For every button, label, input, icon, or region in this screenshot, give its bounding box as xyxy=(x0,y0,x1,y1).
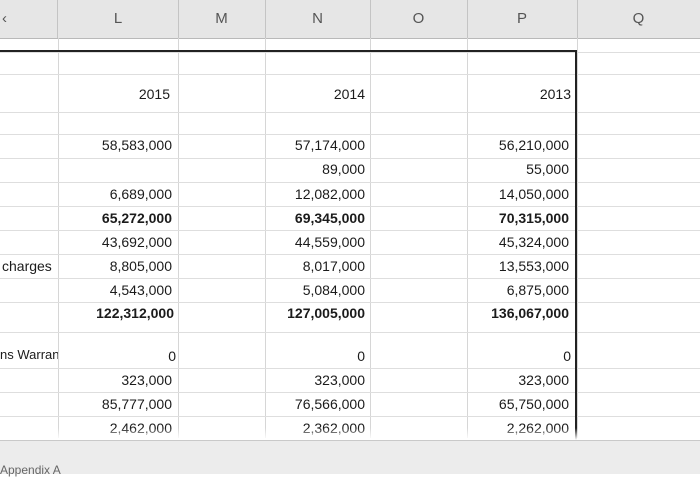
cell-2013-r3[interactable]: 14,050,000 xyxy=(498,186,569,202)
grid-line xyxy=(0,206,700,207)
grid-line xyxy=(0,182,700,183)
cell-2015-r9[interactable]: 0 xyxy=(168,348,176,364)
grid-line xyxy=(0,416,700,417)
cell-2014-r10[interactable]: 323,000 xyxy=(314,372,365,388)
grid-line xyxy=(0,74,700,75)
grid-line xyxy=(265,38,266,438)
spreadsheet-grid[interactable]: 2015 2014 2013 charges ns Warrants 58,58… xyxy=(0,38,700,440)
grid-line xyxy=(0,134,700,135)
year-header-2015[interactable]: 2015 xyxy=(138,86,170,102)
cell-2013-r8[interactable]: 136,067,000 xyxy=(491,305,569,321)
cell-2014-r11[interactable]: 76,566,000 xyxy=(294,396,365,412)
row-label-charges[interactable]: charges xyxy=(2,258,52,274)
grid-line xyxy=(0,254,700,255)
cell-border-right xyxy=(575,50,577,440)
cell-2013-r7[interactable]: 6,875,000 xyxy=(506,282,569,298)
grid-line xyxy=(58,38,59,438)
cell-2015-r5[interactable]: 43,692,000 xyxy=(101,234,172,250)
grid-line xyxy=(0,278,700,279)
grid-line xyxy=(0,112,700,113)
cell-2014-r6[interactable]: 8,017,000 xyxy=(302,258,365,274)
cell-2013-r9[interactable]: 0 xyxy=(563,348,571,364)
cell-2015-r6[interactable]: 8,805,000 xyxy=(109,258,172,274)
grid-line xyxy=(0,302,700,303)
column-header-q[interactable]: Q xyxy=(632,10,645,27)
sheet-tab-bar: Appendix A xyxy=(0,440,700,477)
cell-2013-r6[interactable]: 13,553,000 xyxy=(498,258,569,274)
cell-2014-r4[interactable]: 69,345,000 xyxy=(294,210,365,226)
grid-line xyxy=(0,52,700,53)
grid-line xyxy=(370,38,371,438)
column-header-l[interactable]: L xyxy=(58,0,179,38)
cell-2014-r1[interactable]: 57,174,000 xyxy=(294,137,365,153)
cell-2015-r10[interactable]: 323,000 xyxy=(121,372,172,388)
row-clip-fade xyxy=(0,428,700,440)
grid-line xyxy=(0,392,700,393)
year-header-2014[interactable]: 2014 xyxy=(333,86,365,102)
column-header-p[interactable]: P xyxy=(467,0,578,38)
cell-2014-r9[interactable]: 0 xyxy=(357,348,365,364)
year-header-2013[interactable]: 2013 xyxy=(539,86,571,102)
cell-2013-r11[interactable]: 65,750,000 xyxy=(498,396,569,412)
cell-2015-r3[interactable]: 6,689,000 xyxy=(109,186,172,202)
grid-line xyxy=(178,38,179,438)
cell-2014-r3[interactable]: 12,082,000 xyxy=(294,186,365,202)
cell-2015-r7[interactable]: 4,543,000 xyxy=(109,282,172,298)
cell-2013-r1[interactable]: 56,210,000 xyxy=(498,137,569,153)
grid-line xyxy=(0,332,700,333)
column-header-n[interactable]: N xyxy=(265,0,371,38)
column-header-prev[interactable]: ‹ xyxy=(0,0,58,38)
cell-2015-r1[interactable]: 58,583,000 xyxy=(101,137,172,153)
cell-border-top xyxy=(0,50,577,52)
sheet-tab-appendix[interactable]: Appendix A xyxy=(0,463,61,477)
column-header-bar: ‹ L M N O P Q xyxy=(0,0,700,39)
grid-line xyxy=(0,158,700,159)
cell-2013-r2[interactable]: 55,000 xyxy=(526,161,569,177)
grid-line xyxy=(577,38,578,438)
grid-line xyxy=(0,230,700,231)
cell-2015-r4[interactable]: 65,272,000 xyxy=(101,210,172,226)
column-header-o[interactable]: O xyxy=(370,0,468,38)
cell-2013-r4[interactable]: 70,315,000 xyxy=(498,210,569,226)
cell-2015-r11[interactable]: 85,777,000 xyxy=(101,396,172,412)
cell-2014-r8[interactable]: 127,005,000 xyxy=(287,305,365,321)
cell-2014-r5[interactable]: 44,559,000 xyxy=(294,234,365,250)
row-label-warrants[interactable]: ns Warrants xyxy=(0,347,58,362)
cell-2015-r8[interactable]: 122,312,000 xyxy=(96,305,174,321)
grid-line xyxy=(467,38,468,438)
column-header-m[interactable]: M xyxy=(178,0,266,38)
cell-2013-r5[interactable]: 45,324,000 xyxy=(498,234,569,250)
grid-line xyxy=(0,368,700,369)
cell-2014-r7[interactable]: 5,084,000 xyxy=(302,282,365,298)
cell-2013-r10[interactable]: 323,000 xyxy=(518,372,569,388)
cell-2014-r2[interactable]: 89,000 xyxy=(322,161,365,177)
